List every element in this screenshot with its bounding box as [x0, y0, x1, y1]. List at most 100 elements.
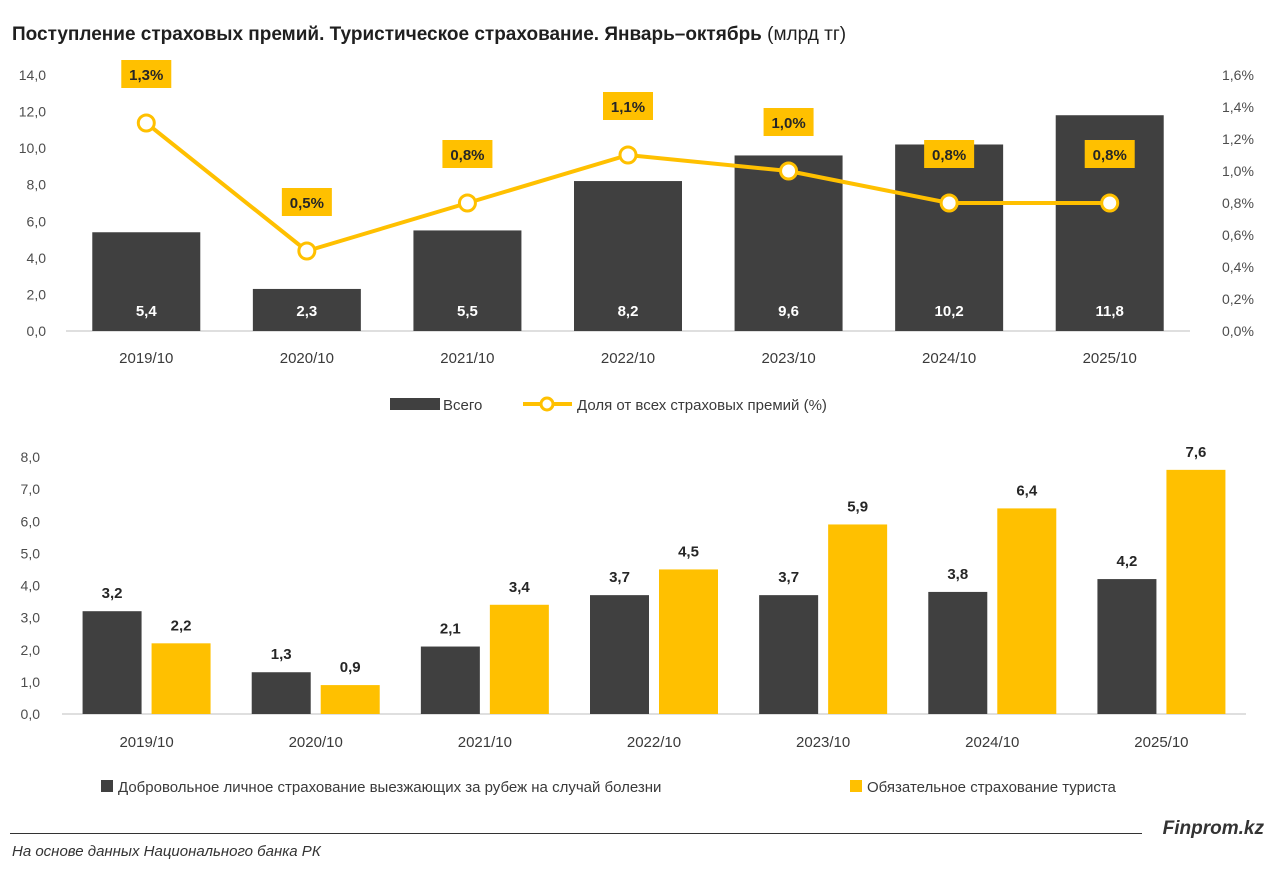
top-share-point — [779, 161, 799, 181]
bottom-bar-voluntary — [251, 672, 311, 714]
top-share-label: 1,1% — [611, 99, 645, 116]
top-share-label-box — [1084, 140, 1135, 168]
top-share-point — [136, 113, 156, 133]
top-share-point — [939, 193, 959, 213]
bottom-category-label: 2023/10 — [796, 734, 850, 751]
top-y2-tick: 0,8% — [1222, 195, 1254, 211]
bottom-legend-mandatory-swatch — [850, 780, 862, 792]
bottom-bar-voluntary-label: 3,8 — [947, 566, 968, 583]
bottom-bar-voluntary-label: 3,7 — [609, 569, 630, 586]
bottom-bar-mandatory — [659, 569, 718, 714]
bottom-bar-mandatory — [151, 643, 211, 714]
footer-rule — [10, 833, 1142, 834]
top-share-label-box — [924, 140, 975, 168]
top-bar — [252, 288, 361, 331]
bottom-bar-mandatory — [489, 604, 549, 714]
top-y2-tick: 1,6% — [1222, 67, 1254, 83]
bottom-category-label: 2021/10 — [458, 734, 512, 751]
top-bar-label: 9,6 — [778, 303, 799, 320]
top-y2-tick: 1,0% — [1222, 163, 1254, 179]
top-y-tick: 4,0 — [27, 250, 47, 266]
bottom-bar-mandatory-label: 6,4 — [1016, 482, 1038, 499]
bottom-y-tick: 1,0 — [21, 674, 41, 690]
bottom-bar-voluntary-label: 3,2 — [102, 585, 123, 602]
top-y2-tick: 0,4% — [1222, 259, 1254, 275]
top-share-label-box — [121, 60, 172, 88]
bottom-bar-voluntary — [420, 646, 480, 714]
top-share-label-box — [281, 188, 332, 216]
bottom-bar-voluntary — [82, 611, 142, 714]
bottom-bar-mandatory-label: 7,6 — [1185, 444, 1206, 461]
bottom-bar-voluntary-label: 2,1 — [440, 621, 461, 638]
bottom-bar-voluntary — [759, 595, 819, 714]
top-share-label-box — [603, 92, 653, 120]
source-note: На основе данных Национального банка РК — [12, 843, 321, 860]
top-bar-label: 5,5 — [457, 303, 478, 320]
bottom-y-tick: 4,0 — [21, 578, 41, 594]
top-legend-line-marker — [539, 396, 555, 412]
top-bar-label: 2,3 — [296, 303, 317, 320]
top-bar-label: 11,8 — [1096, 303, 1124, 320]
bottom-y-tick: 5,0 — [21, 545, 41, 561]
top-bar-label: 10,2 — [935, 303, 964, 320]
top-y2-tick: 0,0% — [1222, 323, 1254, 339]
bottom-bar-mandatory-label: 0,9 — [340, 659, 361, 676]
bottom-bar-mandatory — [997, 508, 1057, 714]
top-category-label: 2021/10 — [440, 350, 494, 367]
top-bar — [574, 181, 682, 331]
bottom-bar-voluntary-label: 3,7 — [778, 569, 799, 586]
bottom-category-label: 2022/10 — [627, 734, 681, 751]
top-bar — [413, 230, 522, 331]
bottom-bar-mandatory — [828, 524, 888, 714]
top-share-point — [297, 241, 317, 261]
bottom-bar-voluntary-label: 4,2 — [1116, 553, 1137, 570]
bottom-y-tick: 6,0 — [21, 513, 41, 529]
top-chart: 0,0 2,0 4,0 6,0 8,0 10,0 12,0 14,0 0,0% 0,2% 0,4% 0… — [19, 60, 1254, 414]
top-legend-bar-swatch — [390, 398, 440, 410]
bottom-bar-voluntary — [590, 595, 649, 714]
bottom-bar-mandatory — [320, 685, 380, 714]
bottom-category-label: 2024/10 — [965, 734, 1019, 751]
top-y-tick: 6,0 — [27, 213, 47, 229]
top-y2-tick: 0,6% — [1222, 227, 1254, 243]
top-category-label: 2020/10 — [280, 350, 334, 367]
top-category-label: 2022/10 — [601, 350, 655, 367]
bottom-legend-voluntary-swatch — [101, 780, 113, 792]
bottom-bar-mandatory-label: 4,5 — [678, 543, 699, 560]
bottom-y-tick: 0,0 — [21, 706, 41, 722]
top-y2-tick: 1,2% — [1222, 131, 1254, 147]
top-legend-bar-label: Всего — [443, 397, 482, 414]
bottom-category-label: 2025/10 — [1134, 734, 1188, 751]
bottom-bar-mandatory-label: 3,4 — [509, 579, 531, 596]
top-y-tick: 10,0 — [19, 140, 46, 156]
top-y-tick: 12,0 — [19, 104, 46, 120]
top-bar — [895, 144, 1004, 331]
chart-title-unit: (млрд тг) — [767, 24, 847, 45]
top-share-label-box — [442, 140, 493, 168]
brand-logo: Finprom.kz — [1162, 818, 1264, 839]
top-share-point — [457, 193, 477, 213]
top-share-label: 0,8% — [932, 147, 966, 164]
top-bar — [92, 232, 201, 331]
top-category-label: 2025/10 — [1083, 350, 1137, 367]
top-y2-tick: 0,2% — [1222, 291, 1254, 307]
top-y2-tick: 1,4% — [1222, 99, 1254, 115]
top-y-tick: 14,0 — [19, 67, 46, 83]
bottom-legend-voluntary-label: Добровольное личное страхование выезжающ… — [118, 779, 661, 796]
top-bar-label: 5,4 — [136, 303, 158, 320]
top-share-label: 0,5% — [290, 195, 324, 212]
top-y-tick: 8,0 — [27, 177, 47, 193]
top-y-tick: 2,0 — [27, 286, 47, 302]
top-share-label: 1,3% — [129, 67, 163, 84]
bottom-legend-mandatory-label: Обязательное страхование туриста — [867, 779, 1117, 796]
bottom-bar-voluntary — [928, 591, 988, 714]
top-share-point — [1100, 193, 1120, 213]
top-share-label: 0,8% — [450, 147, 484, 164]
top-bar-label: 8,2 — [618, 303, 639, 320]
top-legend-line-label: Доля от всех страховых премий (%) — [577, 397, 827, 414]
top-y-tick: 0,0 — [27, 323, 47, 339]
bottom-bar-voluntary-label: 1,3 — [271, 646, 292, 663]
bottom-y-tick: 7,0 — [21, 481, 41, 497]
